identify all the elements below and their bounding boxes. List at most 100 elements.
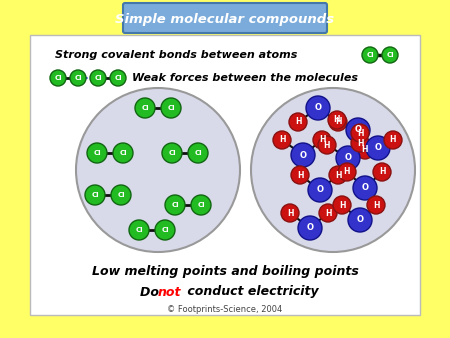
Circle shape xyxy=(191,195,211,215)
Circle shape xyxy=(162,143,182,163)
Text: H: H xyxy=(287,209,293,217)
Text: Cl: Cl xyxy=(74,75,82,81)
Text: H: H xyxy=(297,170,303,179)
Text: Cl: Cl xyxy=(117,192,125,198)
Text: Cl: Cl xyxy=(93,150,101,156)
Text: Cl: Cl xyxy=(366,52,374,58)
Text: Cl: Cl xyxy=(197,202,205,208)
Text: not: not xyxy=(158,286,181,298)
Text: O: O xyxy=(355,125,361,135)
Text: Cl: Cl xyxy=(91,192,99,198)
Circle shape xyxy=(333,196,351,214)
Circle shape xyxy=(353,176,377,200)
Text: Cl: Cl xyxy=(167,105,175,111)
Circle shape xyxy=(76,88,240,252)
Text: Cl: Cl xyxy=(141,105,149,111)
Text: Cl: Cl xyxy=(171,202,179,208)
Text: Strong covalent bonds between atoms: Strong covalent bonds between atoms xyxy=(55,50,297,60)
Circle shape xyxy=(165,195,185,215)
Text: H: H xyxy=(357,139,363,147)
Text: Cl: Cl xyxy=(161,227,169,233)
Circle shape xyxy=(351,124,369,142)
Text: H: H xyxy=(362,145,368,154)
Text: Cl: Cl xyxy=(54,75,62,81)
Text: H: H xyxy=(344,168,350,176)
Circle shape xyxy=(346,118,370,142)
Circle shape xyxy=(111,185,131,205)
Circle shape xyxy=(308,178,332,202)
FancyBboxPatch shape xyxy=(123,3,327,33)
Text: Cl: Cl xyxy=(194,150,202,156)
Text: O: O xyxy=(374,144,382,152)
Circle shape xyxy=(70,70,86,86)
Circle shape xyxy=(367,196,385,214)
Text: Cl: Cl xyxy=(94,75,102,81)
Text: H: H xyxy=(379,168,385,176)
Circle shape xyxy=(366,136,390,160)
Circle shape xyxy=(384,131,402,149)
Text: O: O xyxy=(361,184,369,193)
Circle shape xyxy=(329,166,347,184)
Circle shape xyxy=(155,220,175,240)
Text: O: O xyxy=(306,223,314,233)
Circle shape xyxy=(113,143,133,163)
Text: Weak forces between the molecules: Weak forces between the molecules xyxy=(132,73,358,83)
Text: H: H xyxy=(339,200,345,210)
Text: Cl: Cl xyxy=(135,227,143,233)
Circle shape xyxy=(281,204,299,222)
Text: H: H xyxy=(335,118,341,126)
Circle shape xyxy=(362,47,378,63)
Text: Cl: Cl xyxy=(119,150,127,156)
Text: H: H xyxy=(325,209,331,217)
Text: H: H xyxy=(373,200,379,210)
Text: O: O xyxy=(345,153,351,163)
Circle shape xyxy=(90,70,106,86)
Circle shape xyxy=(161,98,181,118)
Circle shape xyxy=(129,220,149,240)
FancyBboxPatch shape xyxy=(30,35,420,315)
Text: H: H xyxy=(295,118,301,126)
Circle shape xyxy=(356,141,374,159)
Circle shape xyxy=(329,113,347,131)
Circle shape xyxy=(336,146,360,170)
Circle shape xyxy=(318,136,336,154)
Text: O: O xyxy=(315,103,321,113)
Circle shape xyxy=(351,134,369,152)
Text: Cl: Cl xyxy=(114,75,122,81)
Text: O: O xyxy=(316,186,324,194)
Text: H: H xyxy=(335,170,341,179)
Text: Cl: Cl xyxy=(386,52,394,58)
Circle shape xyxy=(373,163,391,181)
Circle shape xyxy=(135,98,155,118)
Circle shape xyxy=(289,113,307,131)
Text: conduct electricity: conduct electricity xyxy=(183,286,319,298)
Circle shape xyxy=(348,208,372,232)
Text: H: H xyxy=(324,141,330,149)
Circle shape xyxy=(298,216,322,240)
Circle shape xyxy=(188,143,208,163)
Text: H: H xyxy=(319,136,325,145)
Text: Low melting points and boiling points: Low melting points and boiling points xyxy=(91,266,359,279)
Circle shape xyxy=(110,70,126,86)
Text: O: O xyxy=(356,216,364,224)
Circle shape xyxy=(87,143,107,163)
Text: H: H xyxy=(279,136,285,145)
Text: Do: Do xyxy=(140,286,163,298)
Circle shape xyxy=(338,163,356,181)
Circle shape xyxy=(382,47,398,63)
Circle shape xyxy=(85,185,105,205)
Text: H: H xyxy=(357,128,363,138)
Text: Simple molecular compounds: Simple molecular compounds xyxy=(116,14,334,26)
Text: O: O xyxy=(300,150,306,160)
Circle shape xyxy=(291,143,315,167)
Text: H: H xyxy=(334,116,340,124)
Text: H: H xyxy=(390,136,396,145)
Circle shape xyxy=(251,88,415,252)
Circle shape xyxy=(273,131,291,149)
Circle shape xyxy=(306,96,330,120)
Text: © Footprints-Science, 2004: © Footprints-Science, 2004 xyxy=(167,306,283,314)
Text: Cl: Cl xyxy=(168,150,176,156)
Circle shape xyxy=(313,131,331,149)
Circle shape xyxy=(50,70,66,86)
Circle shape xyxy=(328,111,346,129)
